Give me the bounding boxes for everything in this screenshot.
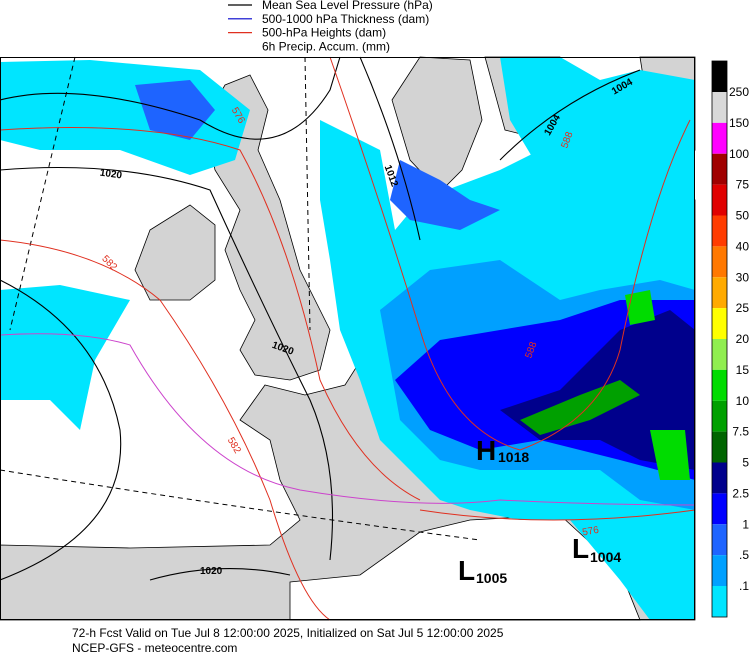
colorbar-swatch (712, 92, 727, 123)
colorbar-swatch (712, 339, 727, 370)
colorbar-swatch (712, 616, 727, 648)
colorbar-swatch (712, 215, 727, 247)
graticule (304, 56, 311, 331)
legend-label: Mean Sea Level Pressure (hPa) (262, 0, 433, 12)
colorbar-swatch (712, 246, 727, 278)
pressure-center-value: 1005 (476, 570, 507, 586)
graticule (9, 56, 76, 331)
colorbar-swatch (712, 431, 727, 463)
footer-text: 72-h Fcst Valid on Tue Jul 8 12:00:00 20… (72, 626, 504, 640)
colorbar-label: 10 (736, 394, 750, 408)
map (0, 56, 696, 621)
precip-area (520, 380, 640, 435)
colorbar-swatch (712, 586, 727, 617)
colorbar-label: 25 (736, 301, 750, 315)
colorbar-label: 2.5 (732, 486, 749, 500)
colorbar-swatch (712, 61, 727, 92)
colorbar-swatch (712, 277, 727, 309)
colorbar-swatch (712, 153, 727, 185)
precip-area (500, 57, 695, 200)
colorbar-swatch (712, 369, 727, 401)
height-contour (329, 56, 691, 451)
colorbar-label: 100 (729, 147, 749, 161)
colorbar-swatch (712, 524, 727, 556)
pressure-center-letter: L (572, 533, 589, 564)
isobar (0, 56, 341, 140)
isobar-label: 1020 (200, 566, 223, 577)
colorbar-label: 5 (742, 456, 749, 470)
colorbar-label: 1 (742, 517, 749, 531)
height-contour (0, 127, 421, 501)
colorbar-label: 15 (736, 363, 750, 377)
colorbar-swatch (712, 308, 727, 339)
colorbar-label: .1 (739, 579, 749, 593)
pressure-center-letter: H (476, 435, 496, 466)
colorbar-swatch (712, 462, 727, 494)
colorbar-label: 7.5 (732, 425, 749, 439)
graticule (0, 469, 481, 541)
legend: Mean Sea Level Pressure (hPa)500-1000 hP… (228, 0, 433, 53)
precip-area (625, 290, 655, 325)
colorbar: 250 150 100 75 50 40 30 25 20 15 10 7.5 5 2.5 1 .5 .1 (711, 60, 750, 648)
pressure-center-letter: L (458, 555, 475, 586)
height-contour (0, 239, 331, 621)
legend-label: 500-hPa Heights (dam) (262, 26, 386, 40)
isobar (149, 568, 291, 581)
map-frame (0, 57, 695, 620)
isobar (359, 56, 421, 241)
colorbar-swatch (712, 493, 727, 525)
colorbar-label: 30 (736, 270, 750, 284)
pressure-center-value: 1004 (590, 549, 621, 565)
precip-area (0, 285, 130, 430)
colorbar-label: 50 (736, 209, 750, 223)
height-contour (419, 509, 696, 521)
pressure-center-value: 1018 (498, 449, 529, 465)
scandinavia (391, 56, 483, 193)
isobar (0, 166, 334, 561)
colorbar-swatch (712, 555, 727, 586)
precip-area (390, 160, 500, 230)
isobar (0, 279, 122, 581)
precip-area (650, 430, 690, 480)
height-label: 576 (581, 525, 600, 539)
colorbar-label: 150 (729, 116, 749, 130)
isobar-label: 1020 (99, 168, 123, 182)
isobar (499, 69, 641, 161)
colorbar-frame (711, 60, 728, 618)
legend-label: 500-1000 hPa Thickness (dam) (262, 12, 429, 26)
colorbar-label: 20 (736, 332, 750, 346)
colorbar-label: 250 (729, 85, 749, 99)
colorbar-swatch (712, 184, 727, 216)
precip-area (135, 80, 215, 140)
footer-text: NCEP-GFS - meteocentre.com (72, 641, 237, 655)
legend-label: 6h Precip. Accum. (mm) (262, 39, 390, 53)
ireland (134, 204, 216, 301)
colorbar-swatch (712, 122, 727, 154)
colorbar-label: .5 (739, 548, 749, 562)
colorbar-swatch (712, 400, 727, 432)
colorbar-label: 75 (736, 178, 750, 192)
colorbar-label: 40 (736, 239, 750, 253)
thickness-line (0, 333, 696, 506)
